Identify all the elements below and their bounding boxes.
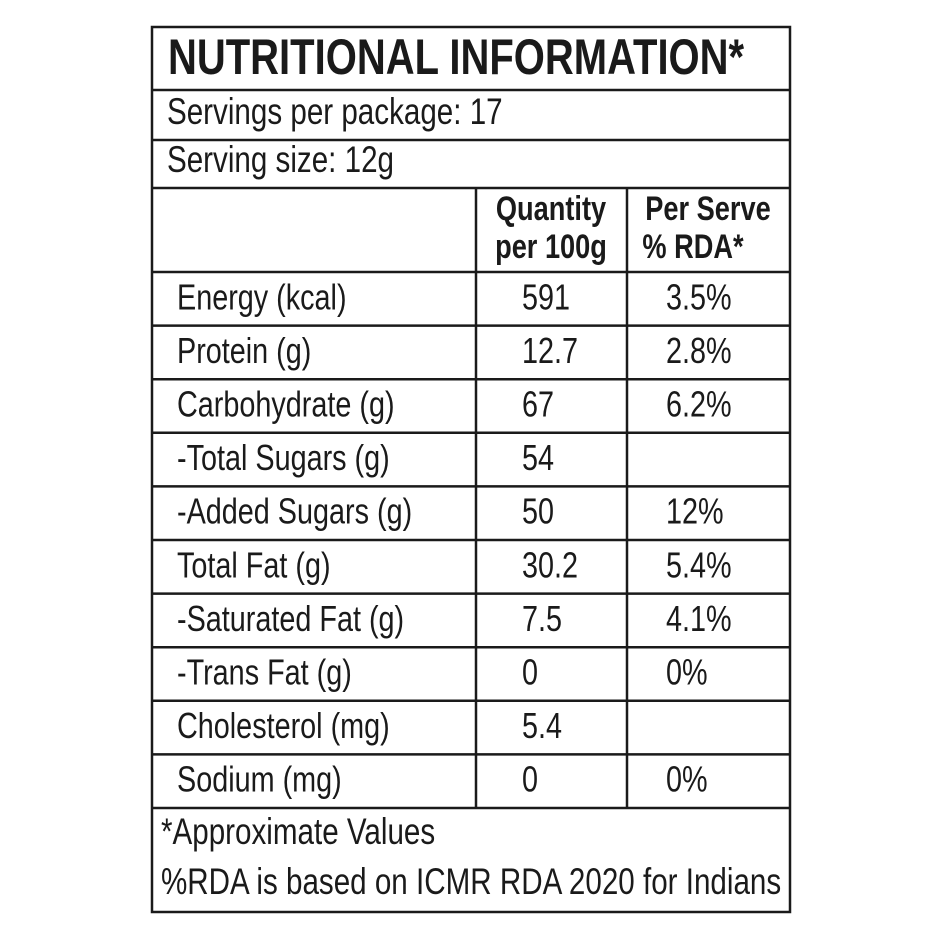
quantity-value: 30.2	[522, 544, 578, 585]
footnote: *Approximate Values	[161, 812, 435, 853]
column-header: Per Serve	[645, 189, 770, 228]
label-border	[150, 25, 792, 914]
quantity-value: 5.4	[522, 705, 562, 746]
nutrient-name: Energy (kcal)	[177, 276, 347, 317]
rda-value: 12%	[666, 491, 724, 532]
nutrient-name: -Trans Fat (g)	[177, 651, 352, 692]
rda-value: 3.5%	[666, 276, 732, 317]
column-header: per 100g	[495, 227, 607, 266]
nutrient-name: Carbohydrate (g)	[177, 383, 395, 424]
nutrient-name: Protein (g)	[177, 330, 311, 371]
quantity-value: 7.5	[522, 598, 562, 639]
title: NUTRITIONAL INFORMATION*	[168, 29, 744, 85]
servings-per-package: Servings per package: 17	[167, 92, 503, 133]
rda-value: 5.4%	[666, 544, 732, 585]
nutrient-name: -Saturated Fat (g)	[177, 598, 404, 639]
column-header: Quantity	[496, 189, 606, 228]
rda-value: 2.8%	[666, 330, 732, 371]
quantity-value: 50	[522, 491, 554, 532]
rda-value: 0%	[666, 759, 708, 800]
rda-value: 6.2%	[666, 383, 732, 424]
nutrient-name: Sodium (mg)	[177, 759, 342, 800]
quantity-value: 67	[522, 383, 554, 424]
nutrient-name: Total Fat (g)	[177, 544, 331, 585]
serving-size: Serving size: 12g	[167, 140, 394, 181]
rda-value: 0%	[666, 651, 708, 692]
rda-value: 4.1%	[666, 598, 732, 639]
quantity-value: 0	[522, 759, 538, 800]
quantity-value: 591	[522, 276, 570, 317]
quantity-value: 0	[522, 651, 538, 692]
column-header: % RDA*	[642, 227, 743, 266]
nutrient-name: Cholesterol (mg)	[177, 705, 390, 746]
nutrient-name: -Added Sugars (g)	[177, 491, 412, 532]
quantity-value: 54	[522, 437, 554, 478]
nutrient-name: -Total Sugars (g)	[177, 437, 390, 478]
quantity-value: 12.7	[522, 330, 578, 371]
footnote: %RDA is based on ICMR RDA 2020 for India…	[161, 862, 781, 903]
